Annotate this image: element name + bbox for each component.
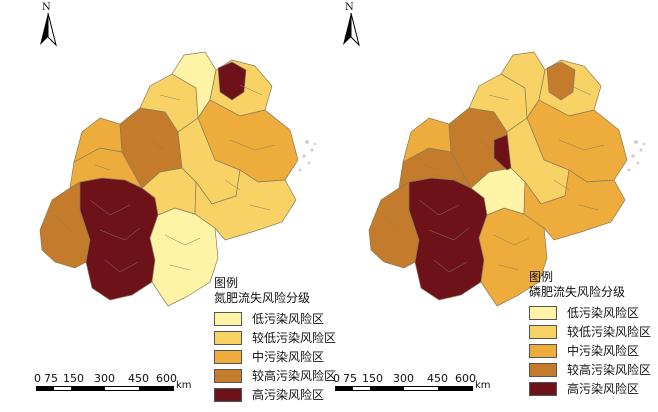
legend-swatch-mid-high — [214, 368, 242, 383]
legend-label: 高污染风险区 — [252, 388, 325, 402]
legend-label: 较低污染风险区 — [252, 331, 337, 345]
north-arrow: N — [341, 2, 361, 48]
legend-swatch-low — [529, 305, 557, 320]
region-spot1 — [546, 61, 576, 101]
scale-tick: 300 — [94, 372, 115, 385]
legend-label: 高污染风险区 — [567, 382, 640, 396]
scale-tick: 0 — [34, 372, 41, 385]
map-panel-phosphorus: N 图例 磷肥流失风险分级 低污染风险区 较低污染风险区 中污染风险区 较高污染… — [329, 0, 658, 412]
scale-bar: 0 75 150 300 450 600 km — [34, 372, 194, 398]
scale-tick: 75 — [343, 372, 357, 385]
legend-swatch-mid-low — [214, 330, 242, 345]
region-sw — [408, 177, 488, 301]
legend-item-high: 高污染风险区 — [529, 379, 651, 398]
north-arrow-icon — [40, 13, 57, 47]
scale-bar: 0 75 150 300 450 600 km — [333, 372, 493, 398]
legend-swatch-mid-high — [529, 362, 557, 377]
scale-tick: 150 — [63, 372, 84, 385]
legend-item-mid-low: 较低污染风险区 — [214, 328, 336, 347]
legend-title: 图例 — [214, 276, 239, 290]
legend-label: 中污染风险区 — [567, 344, 640, 358]
legend-label: 较高污染风险区 — [567, 363, 652, 377]
region-sw — [79, 177, 159, 301]
scale-unit: km — [475, 380, 491, 391]
legend-item-high: 高污染风险区 — [214, 385, 336, 404]
scale-bar-graphic — [36, 386, 174, 391]
legend-swatch-mid-low — [529, 324, 557, 339]
legend-item-mid: 中污染风险区 — [529, 341, 651, 360]
scale-tick: 450 — [427, 372, 448, 385]
north-label: N — [42, 2, 51, 13]
legend-label: 较低污染风险区 — [567, 325, 652, 339]
legend-label: 较高污染风险区 — [252, 369, 337, 383]
scale-unit: km — [176, 380, 192, 391]
legend-swatch-high — [214, 387, 242, 402]
legend-title: 图例 — [529, 270, 554, 284]
region-se — [523, 169, 626, 241]
legend: 图例 氮肥流失风险分级 低污染风险区 较低污染风险区 中污染风险区 较高污染风险… — [214, 276, 336, 404]
north-label: N — [345, 2, 354, 13]
region-spot1 — [217, 61, 247, 101]
legend-item-low: 低污染风险区 — [529, 303, 651, 322]
scale-tick: 300 — [393, 372, 414, 385]
scale-bar-graphic — [335, 386, 473, 391]
risk-map-nitrogen — [39, 51, 317, 307]
coastal-islands — [298, 140, 317, 172]
legend-item-mid-low: 较低污染风险区 — [529, 322, 651, 341]
legend-label: 低污染风险区 — [567, 306, 640, 320]
coastal-islands — [627, 140, 646, 172]
legend: 图例 磷肥流失风险分级 低污染风险区 较低污染风险区 中污染风险区 较高污染风险… — [529, 270, 651, 398]
legend-swatch-low — [214, 311, 242, 326]
legend-swatch-mid — [529, 343, 557, 358]
legend-label: 低污染风险区 — [252, 312, 325, 326]
legend-item-low: 低污染风险区 — [214, 309, 336, 328]
map-panel-nitrogen: N 图例 氮肥流失风险分级 低污染风险区 较低污染风险区 中污染风险区 较高污染… — [34, 2, 336, 402]
risk-map-phosphorus — [368, 51, 646, 307]
scale-tick: 600 — [455, 372, 476, 385]
north-arrow: N — [38, 2, 58, 48]
scale-tick: 600 — [156, 372, 177, 385]
north-arrow-icon — [343, 13, 360, 47]
county-boundaries — [383, 84, 605, 273]
region-se — [194, 169, 297, 241]
legend-item-mid-high: 较高污染风险区 — [529, 360, 651, 379]
scale-tick: 75 — [44, 372, 58, 385]
legend-item-mid: 中污染风险区 — [214, 347, 336, 366]
scale-tick: 150 — [362, 372, 383, 385]
scale-tick: 450 — [128, 372, 149, 385]
legend-subtitle: 磷肥流失风险分级 — [529, 285, 626, 299]
legend-subtitle: 氮肥流失风险分级 — [214, 291, 311, 305]
legend-label: 中污染风险区 — [252, 350, 325, 364]
legend-item-mid-high: 较高污染风险区 — [214, 366, 336, 385]
legend-swatch-high — [529, 381, 557, 396]
legend-swatch-mid — [214, 349, 242, 364]
county-boundaries — [54, 84, 276, 273]
scale-tick: 0 — [333, 372, 340, 385]
